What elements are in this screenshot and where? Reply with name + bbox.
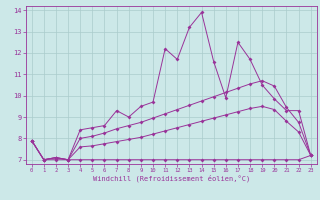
X-axis label: Windchill (Refroidissement éolien,°C): Windchill (Refroidissement éolien,°C) (92, 175, 250, 182)
